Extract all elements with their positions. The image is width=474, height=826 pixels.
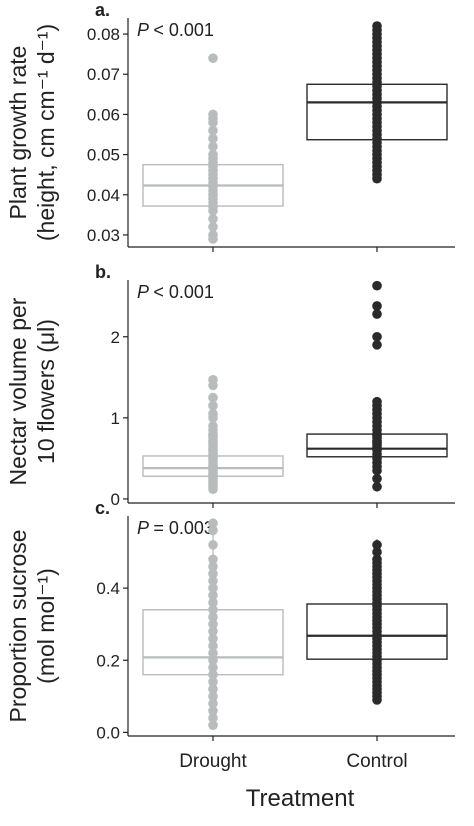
data-point	[208, 133, 218, 144]
data-point	[208, 125, 218, 136]
data-point	[208, 518, 218, 529]
y-axis-title-line: (mol mol⁻¹)	[33, 568, 59, 684]
data-point	[208, 626, 218, 637]
data-point	[208, 568, 218, 579]
data-point	[372, 301, 382, 311]
data-point	[208, 149, 218, 160]
x-axis-title: Treatment	[246, 785, 355, 812]
y-axis-title-line: 10 flowers (μl)	[33, 319, 59, 464]
data-point	[208, 109, 218, 120]
data-point	[208, 141, 218, 152]
category-label: Control	[346, 751, 407, 772]
box	[306, 433, 448, 458]
box	[142, 609, 284, 676]
y-tick-label: 0.0	[96, 723, 120, 742]
y-axis-title-line: Nectar volume per	[5, 297, 31, 485]
p-value-annotation: P < 0.001	[137, 20, 214, 40]
y-tick-label: 0.06	[87, 105, 120, 124]
data-point	[208, 677, 218, 687]
data-point	[208, 53, 218, 63]
data-point	[208, 230, 218, 240]
p-value-annotation: P < 0.001	[137, 282, 214, 302]
data-point	[372, 396, 382, 407]
data-point	[208, 619, 218, 629]
data-point	[208, 698, 218, 709]
y-tick-label: 2	[111, 328, 120, 347]
data-point	[372, 309, 382, 319]
data-point	[208, 641, 218, 651]
p-value-annotation: P = 0.003	[137, 518, 214, 538]
data-point	[208, 400, 218, 411]
box	[142, 455, 284, 477]
data-point	[372, 547, 382, 557]
data-point	[372, 554, 382, 565]
data-point	[372, 331, 382, 342]
data-point	[208, 583, 218, 593]
panel-label: b.	[95, 262, 111, 282]
y-axis-title-line: Proportion sucrose	[5, 529, 31, 722]
data-point	[208, 392, 218, 403]
data-point	[208, 576, 218, 586]
data-point	[208, 720, 218, 730]
box	[306, 83, 448, 141]
data-point	[372, 340, 382, 350]
data-point	[208, 705, 218, 716]
data-point	[208, 561, 218, 572]
panel-1: 0.03 0.04 0.05 0.06 0.07 0.08 Plant growth rat…	[5, 0, 455, 252]
panel-3: 0.0 0.2 0.4 Proportion sucrose (mol mol⁻¹) c.…	[5, 498, 455, 772]
category-label: Drought	[179, 751, 247, 772]
y-tick-label: 0	[111, 490, 120, 509]
data-point	[372, 540, 382, 550]
data-point	[208, 409, 218, 419]
y-tick-label: 1	[111, 409, 120, 428]
data-point	[208, 662, 218, 673]
data-point	[208, 648, 218, 658]
box	[306, 603, 448, 660]
data-point	[208, 713, 218, 723]
data-point	[372, 21, 382, 31]
panels: 0.03 0.04 0.05 0.06 0.07 0.08 Plant growth rat…	[5, 0, 455, 772]
data-point	[372, 280, 382, 291]
data-point	[208, 421, 218, 431]
data-point	[372, 473, 382, 484]
y-tick-label: 0.4	[96, 579, 120, 598]
y-tick-label: 0.04	[87, 186, 120, 205]
data-point	[208, 554, 218, 565]
y-tick-label: 0.05	[87, 146, 120, 165]
data-point	[208, 691, 218, 702]
y-tick-label: 0.2	[96, 651, 120, 670]
y-axis-title-line: (height, cm cm⁻¹ d⁻¹)	[33, 24, 59, 241]
data-point	[208, 214, 218, 224]
data-point	[208, 374, 218, 385]
y-axis-title-line: Plant growth rate	[5, 46, 31, 220]
data-point	[208, 590, 218, 601]
data-point	[208, 222, 218, 232]
y-tick-label: 0.07	[87, 65, 120, 84]
data-point	[208, 612, 218, 622]
data-point	[208, 597, 218, 608]
panel-label: c.	[95, 498, 110, 518]
y-tick-label: 0.08	[87, 25, 120, 44]
y-tick-label: 0.03	[87, 226, 120, 245]
data-point	[208, 540, 218, 550]
panel-2: 0 1 2 Nectar volume per 10 flowers (μl) b. P <…	[5, 262, 455, 509]
data-point	[208, 684, 218, 694]
panel-label: a.	[95, 0, 110, 20]
data-point	[208, 633, 218, 644]
data-point	[208, 525, 218, 536]
data-point	[372, 481, 382, 492]
